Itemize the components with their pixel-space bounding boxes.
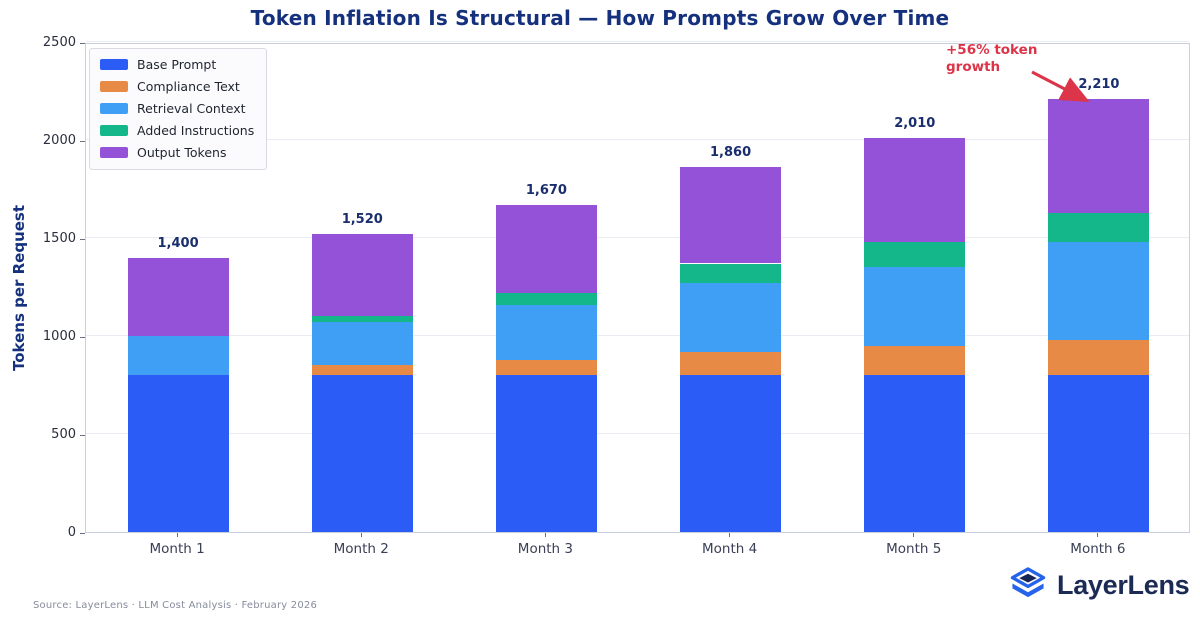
gridline-1000 (86, 335, 1189, 336)
ytick-label-1500: 1500 (42, 231, 76, 246)
xtick-label: Month 2 (333, 541, 389, 557)
xtick-mark (360, 533, 362, 537)
bar-segment-retrieval-context (311, 322, 413, 366)
legend-swatch (100, 103, 128, 114)
bar-segment-base-prompt (311, 375, 413, 532)
source-attribution: Source: LayerLens · LLM Cost Analysis · … (33, 600, 318, 611)
bar-segment-added-instructions (311, 316, 413, 323)
xtick-label: Month 3 (517, 541, 574, 557)
legend-label: Compliance Text (137, 79, 240, 94)
xtick-mark (544, 533, 546, 537)
annotation-arrow-icon (1031, 70, 1090, 102)
bar-segment-output-tokens (311, 234, 413, 317)
xtick-mark (1097, 533, 1099, 537)
bar-segment-output-tokens (864, 138, 966, 242)
gridline-2000 (86, 139, 1189, 140)
ytick-label-1000: 1000 (42, 329, 76, 344)
legend-swatch (100, 147, 128, 158)
xtick-label: Month 4 (701, 541, 758, 557)
y-axis-title: Tokens per Request (10, 204, 28, 372)
gridline-500 (86, 433, 1189, 434)
ytick-mark-1000 (80, 337, 85, 338)
bar-total-label: 1,400 (157, 235, 199, 251)
legend-item-retrieval-context: Retrieval Context (100, 101, 254, 116)
ytick-mark-2500 (80, 43, 85, 44)
ytick-label-0: 0 (67, 525, 76, 540)
legend-label: Retrieval Context (137, 101, 246, 116)
xtick-label: Month 6 (1070, 541, 1126, 557)
bar-segment-base-prompt (680, 375, 782, 532)
legend-item-output-tokens: Output Tokens (100, 145, 254, 160)
bar-segment-retrieval-context (1048, 241, 1150, 340)
xtick-mark (729, 533, 731, 537)
brand-name: LayerLens (1057, 569, 1190, 600)
chart-title: Token Inflation Is Structural — How Prom… (250, 6, 950, 30)
xtick-mark (913, 533, 915, 537)
bar-segment-compliance-text (680, 351, 782, 376)
bar-segment-added-instructions (1048, 212, 1150, 242)
bar-segment-retrieval-context (495, 304, 597, 360)
xtick-label: Month 5 (886, 541, 942, 557)
legend-item-base-prompt: Base Prompt (100, 57, 254, 72)
gridline-2500 (86, 41, 1189, 42)
ytick-mark-1500 (80, 239, 85, 240)
bar-total-label: 1,860 (710, 145, 752, 161)
bar-segment-compliance-text (311, 365, 413, 376)
bar-segment-base-prompt (495, 375, 597, 532)
bar-segment-retrieval-context (680, 283, 782, 352)
bar-segment-retrieval-context (864, 267, 966, 346)
bar-total-label: 2,010 (894, 116, 936, 132)
legend-label: Added Instructions (137, 123, 255, 138)
ytick-label-2000: 2000 (42, 133, 76, 148)
ytick-mark-2000 (80, 141, 85, 142)
legend-label: Output Tokens (137, 145, 227, 160)
bar-segment-compliance-text (495, 359, 597, 376)
legend-item-added-instructions: Added Instructions (100, 123, 254, 138)
bar-segment-output-tokens (680, 167, 782, 264)
ytick-mark-500 (80, 435, 85, 436)
bar-segment-retrieval-context (127, 336, 229, 376)
growth-annotation-line2: growth (946, 59, 1001, 75)
growth-annotation-line1: +56% token (946, 42, 1038, 58)
legend-item-compliance-text: Compliance Text (100, 79, 254, 94)
bar-segment-output-tokens (127, 257, 229, 336)
gridline-1500 (86, 237, 1189, 238)
bar-segment-added-instructions (680, 263, 782, 284)
bar-segment-compliance-text (1048, 339, 1150, 376)
bar-segment-added-instructions (495, 292, 597, 305)
ytick-label-500: 500 (51, 427, 76, 442)
bar-segment-output-tokens (1048, 98, 1150, 213)
legend-swatch (100, 125, 128, 136)
legend: Base Prompt Compliance Text Retrieval Cont… (89, 48, 268, 170)
ytick-mark-0 (80, 533, 85, 534)
bar-segment-added-instructions (864, 241, 966, 268)
xtick-label: Month 1 (149, 541, 205, 557)
legend-swatch (100, 59, 128, 70)
bar-segment-base-prompt (1048, 375, 1150, 532)
bar-segment-base-prompt (127, 375, 229, 532)
bar-total-label: 1,520 (341, 212, 383, 228)
bar-total-label: 1,670 (525, 182, 567, 198)
plot-area: 1,400 1,520 1,670 1,860 2,010 2,210 (85, 41, 1190, 533)
layers-icon (1010, 567, 1046, 598)
brand-logo: LayerLens (1008, 567, 1190, 602)
legend-swatch (100, 81, 128, 92)
bar-segment-compliance-text (864, 345, 966, 376)
growth-annotation: +56% token growth (946, 42, 1037, 76)
bar-segment-base-prompt (864, 375, 966, 532)
bar-segment-output-tokens (495, 204, 597, 293)
ytick-label-2500: 2500 (42, 35, 76, 50)
legend-label: Base Prompt (137, 57, 217, 72)
xtick-mark (176, 533, 178, 537)
